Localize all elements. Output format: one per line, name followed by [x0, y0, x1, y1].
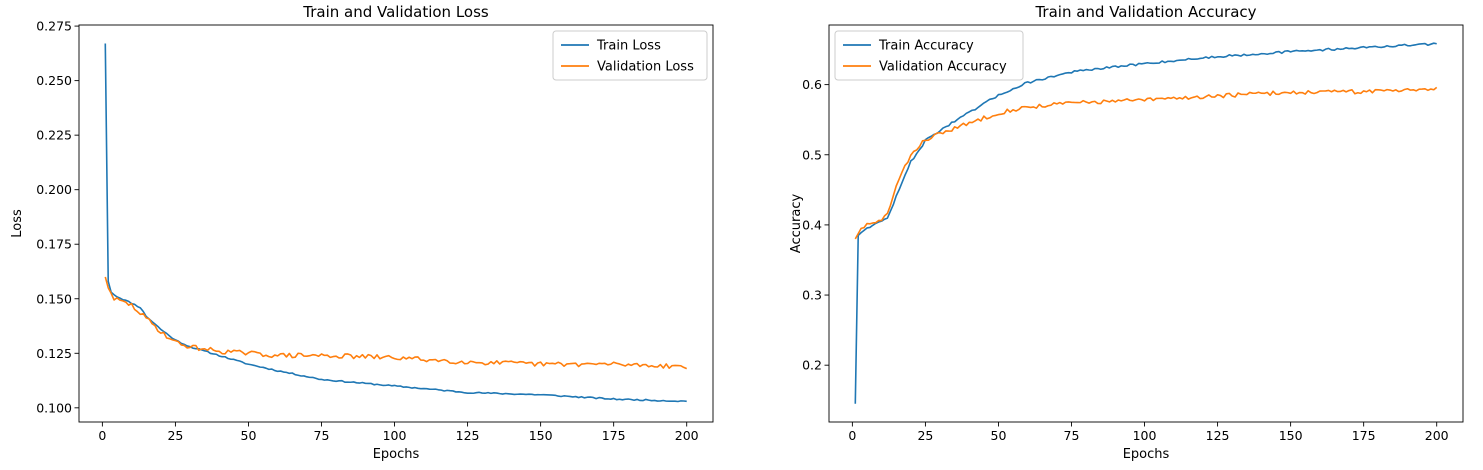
x-tick-label: 175 — [1352, 428, 1376, 443]
x-tick-label: 175 — [602, 428, 626, 443]
plot-frame — [78, 24, 714, 423]
series-line-train-loss — [104, 43, 687, 403]
x-tick-label: 150 — [1279, 428, 1303, 443]
x-tick-label: 200 — [1425, 428, 1449, 443]
y-tick-label: 0.100 — [36, 400, 72, 415]
legend-entry-label: Validation Accuracy — [879, 60, 1007, 75]
legend: Train Loss Validation Loss — [552, 30, 708, 81]
y-tick-label: 0.125 — [36, 346, 72, 361]
legend-entry-label: Train Loss — [596, 39, 661, 54]
legend-box — [552, 30, 708, 81]
x-tick-label: 25 — [917, 428, 933, 443]
x-tick-label: 200 — [675, 428, 699, 443]
x-tick-label: 75 — [1064, 428, 1080, 443]
y-tick-label: 0.5 — [802, 147, 822, 162]
accuracy-chart: Train and Validation Accuracy 0 25 50 75 100 1… — [789, 3, 1464, 462]
x-tick-label: 75 — [314, 428, 330, 443]
y-tick-label: 0.225 — [36, 128, 72, 143]
legend-entry-label: Validation Loss — [597, 60, 694, 75]
x-axis-label: Epochs — [1123, 447, 1170, 462]
x-tick-label: 100 — [1133, 428, 1157, 443]
legend-box — [834, 30, 1024, 81]
y-tick-label: 0.175 — [36, 237, 72, 252]
loss-chart: Train and Validation Loss 0 25 50 75 100 125 15… — [10, 3, 714, 462]
series-line-validation-loss — [104, 276, 688, 370]
x-tick-label: 125 — [1206, 428, 1230, 443]
series-line-validation-accuracy — [854, 86, 1438, 240]
y-tick-label: 0.4 — [802, 217, 822, 232]
x-tick-label: 25 — [167, 428, 183, 443]
y-tick-label: 0.275 — [36, 19, 72, 34]
chart-title: Train and Validation Accuracy — [1034, 3, 1256, 21]
y-tick-label: 0.2 — [802, 358, 822, 373]
legend-entry-label: Train Accuracy — [878, 39, 974, 54]
x-tick-label: 0 — [848, 428, 856, 443]
x-tick-label: 150 — [529, 428, 553, 443]
x-tick-label: 50 — [991, 428, 1007, 443]
series-line-train-accuracy — [854, 42, 1437, 404]
x-tick-label: 0 — [98, 428, 106, 443]
y-tick-label: 0.150 — [36, 291, 72, 306]
y-tick-label: 0.3 — [802, 288, 822, 303]
plot-frame — [828, 24, 1464, 423]
y-axis-label: Accuracy — [789, 194, 804, 254]
y-axis-label: Loss — [10, 209, 25, 238]
chart-title: Train and Validation Loss — [302, 3, 489, 21]
x-tick-label: 100 — [383, 428, 407, 443]
x-tick-label: 50 — [241, 428, 257, 443]
y-tick-label: 0.250 — [36, 73, 72, 88]
x-axis-label: Epochs — [373, 447, 420, 462]
legend: Train Accuracy Validation Accuracy — [834, 30, 1024, 81]
x-tick-label: 125 — [456, 428, 480, 443]
y-tick-label: 0.6 — [802, 77, 822, 92]
y-tick-label: 0.200 — [36, 182, 72, 197]
